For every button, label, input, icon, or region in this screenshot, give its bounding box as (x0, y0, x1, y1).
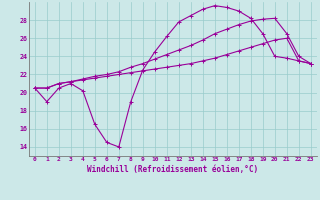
X-axis label: Windchill (Refroidissement éolien,°C): Windchill (Refroidissement éolien,°C) (87, 165, 258, 174)
